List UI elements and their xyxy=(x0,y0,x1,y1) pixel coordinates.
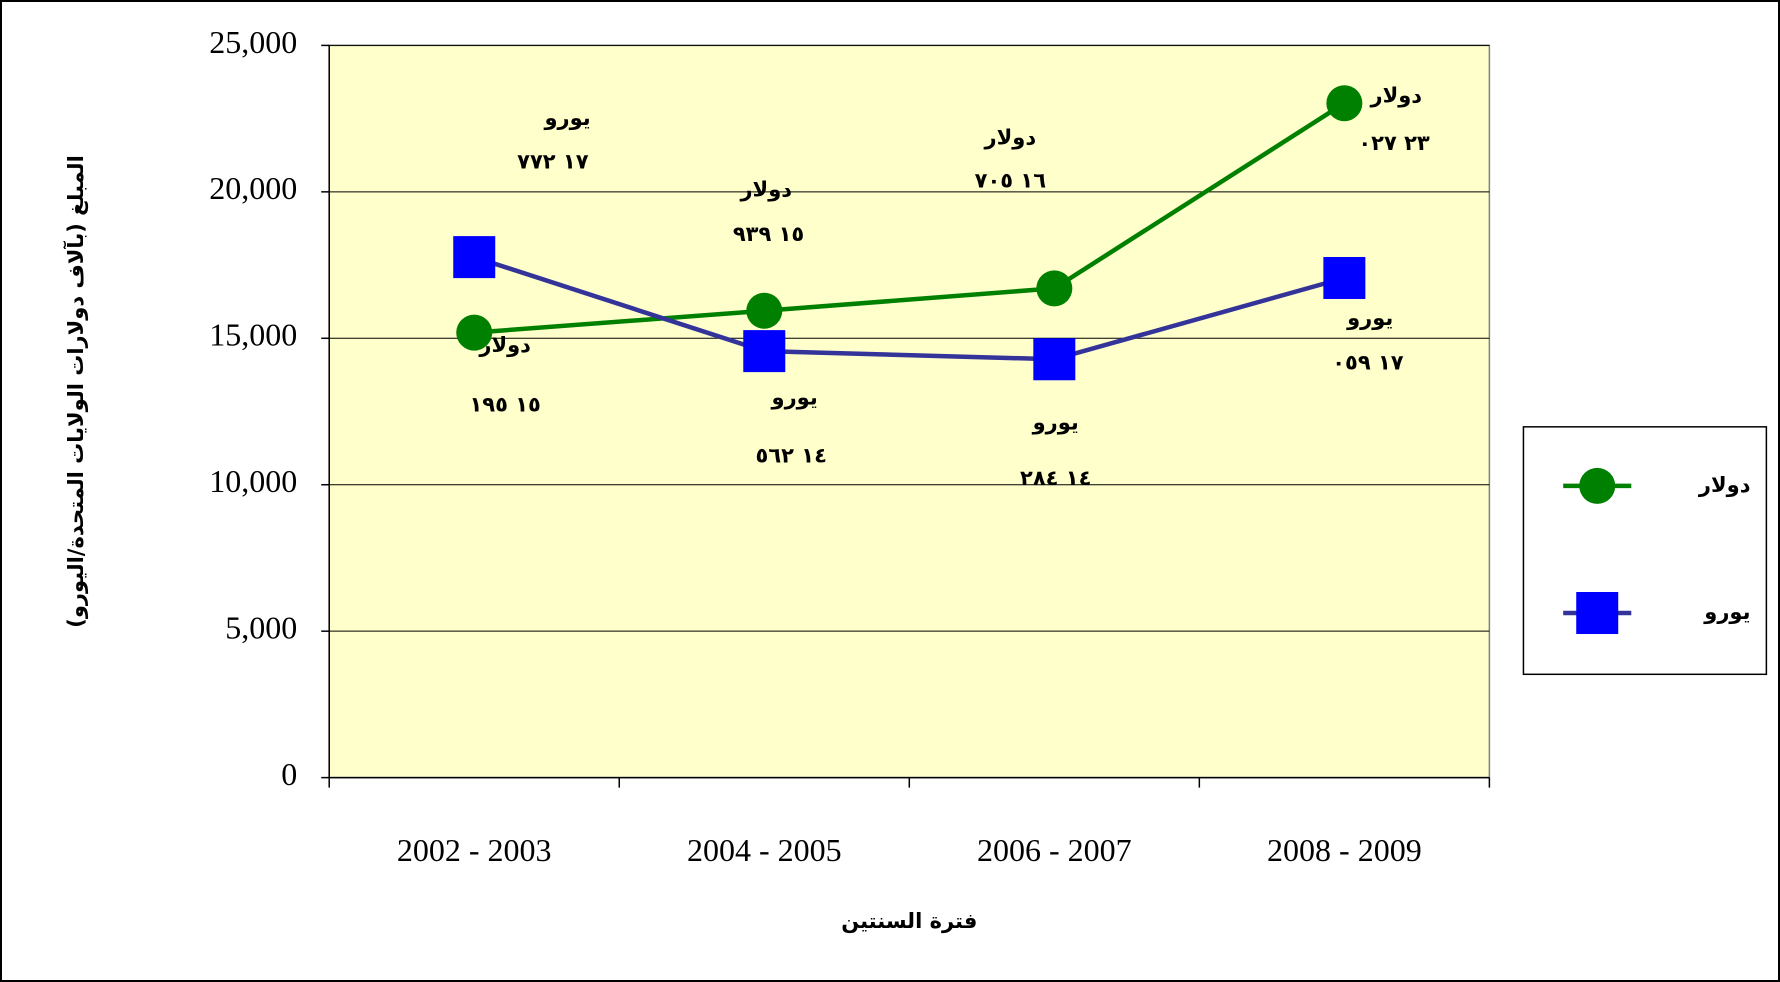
legend-label: يورو xyxy=(1703,600,1750,624)
x-axis-label: فترة السنتين xyxy=(841,909,977,933)
point xyxy=(746,292,783,329)
data-label: ٢٣ ٠٢٧ xyxy=(1358,131,1430,155)
y-tick-label: 15,000 xyxy=(209,317,297,353)
point xyxy=(1033,338,1076,381)
series-line xyxy=(474,101,1346,335)
y-tick-label: 10,000 xyxy=(209,463,297,499)
point xyxy=(1323,256,1366,299)
x-tick-label: 2006 - 2007 xyxy=(977,832,1132,868)
data-label-name: يورو xyxy=(544,106,591,130)
data-label: ١٦ ٧٠٥ xyxy=(975,169,1047,193)
data-label: ١٥ ٩٣٩ xyxy=(733,222,804,246)
point xyxy=(1036,270,1073,307)
data-label-name: دولار xyxy=(739,178,792,202)
legend-marker xyxy=(1579,467,1616,504)
point xyxy=(1326,85,1363,122)
plot-area xyxy=(328,44,1491,779)
point xyxy=(743,330,786,373)
data-label: ١٤ ٥٦٢ xyxy=(756,443,827,467)
legend-box xyxy=(1522,426,1768,676)
y-tick-label: 5,000 xyxy=(225,610,297,646)
point xyxy=(456,314,493,351)
y-tick-label: 0 xyxy=(281,756,297,792)
data-label-name: دولار xyxy=(984,125,1037,149)
legend-label: دولار xyxy=(1698,473,1751,497)
data-label-name: دولار xyxy=(478,333,531,357)
data-label-name: يورو xyxy=(771,385,818,409)
data-label: ١٤ ٢٨٤ xyxy=(1020,466,1091,490)
point xyxy=(453,236,496,279)
data-label-name: يورو xyxy=(1346,306,1393,330)
y-tick-label: 20,000 xyxy=(209,170,297,206)
data-label: ١٧ ٠٥٩ xyxy=(1332,350,1404,374)
x-tick-label: 2002 - 2003 xyxy=(397,832,552,868)
x-tick-label: 2008 - 2009 xyxy=(1267,832,1422,868)
series-line xyxy=(473,254,1345,362)
data-label: ١٧ ٧٧٢ xyxy=(517,149,589,173)
data-label: ١٥ ١٩٥ xyxy=(469,392,540,416)
y-axis-label: المبلغ (بآلاف دولارات الولايات المتحدة/ا… xyxy=(63,155,88,628)
y-tick-label: 25,000 xyxy=(209,24,297,60)
legend-marker xyxy=(1576,592,1619,635)
data-label-name: دولار xyxy=(1370,83,1423,107)
data-label-name: يورو xyxy=(1032,410,1079,434)
x-tick-label: 2004 - 2005 xyxy=(687,832,842,868)
